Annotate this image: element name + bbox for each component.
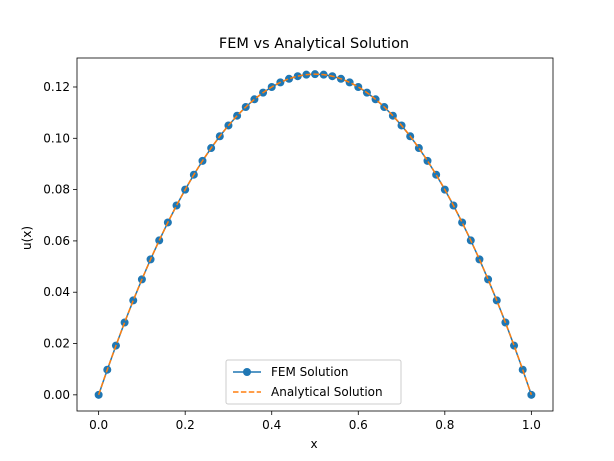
x-tick-label: 0.4 — [262, 418, 281, 432]
fem-solution-point — [354, 82, 363, 91]
y-tick-label: 0.00 — [43, 388, 70, 402]
fem-solution-point — [423, 156, 432, 165]
axes: 0.0 0.2 0.4 0.6 0.8 1.0 0.00 0.02 0.04 0.06 0.08 0.… — [43, 57, 554, 432]
x-axis-label: x — [310, 437, 317, 451]
y-tick-label: 0.12 — [43, 80, 70, 94]
chart-title: FEM vs Analytical Solution — [219, 36, 409, 52]
y-tick-label: 0.08 — [43, 183, 70, 197]
x-tick-label: 0.2 — [176, 418, 195, 432]
legend-analytical-label: Analytical Solution — [271, 385, 383, 399]
y-axis-label: u(x) — [20, 226, 34, 250]
x-tick-label: 0.8 — [435, 418, 454, 432]
fem-solution-point — [120, 318, 129, 327]
legend-fem-marker — [243, 368, 251, 376]
fem-solution-point — [458, 218, 467, 227]
y-tick-label: 0.04 — [43, 285, 70, 299]
fem-solution-point — [285, 74, 294, 83]
x-tick-label: 1.0 — [522, 418, 541, 432]
legend-box — [225, 359, 402, 405]
x-tick-label: 0.0 — [89, 418, 108, 432]
y-tick-label: 0.02 — [43, 337, 70, 351]
axes-frame — [76, 57, 554, 412]
analytical-solution-line — [97, 73, 533, 396]
x-tick-label: 0.6 — [349, 418, 368, 432]
fem-solution-point — [129, 296, 138, 305]
legend: FEM Solution Analytical Solution — [225, 359, 402, 405]
fem-solution-point — [345, 78, 354, 87]
fem-solution-point — [484, 275, 493, 284]
legend-fem-label: FEM Solution — [271, 365, 349, 379]
fem-solution-point — [432, 170, 441, 179]
fem-solution-point — [293, 72, 302, 81]
y-tick-label: 0.06 — [43, 234, 70, 248]
plot-area — [94, 70, 536, 399]
fem-solution-point — [510, 341, 519, 350]
fem-solution-point — [172, 201, 181, 210]
y-tick-label: 0.10 — [43, 131, 70, 145]
